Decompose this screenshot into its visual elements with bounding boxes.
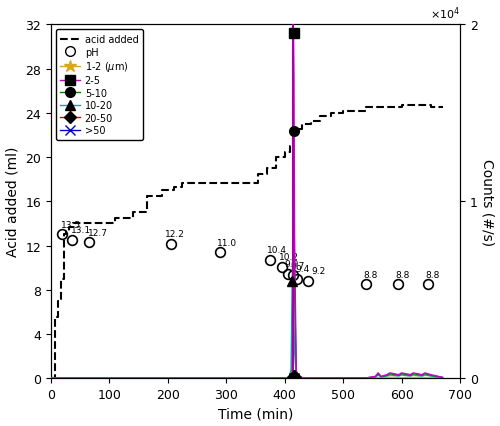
Text: 13.5: 13.5 (60, 220, 81, 230)
Text: 13.1: 13.1 (71, 226, 92, 235)
Text: 10.4: 10.4 (267, 246, 287, 255)
Text: 12.2: 12.2 (164, 230, 184, 239)
Legend: acid added, pH, 1-2 ($\mu$m), 2-5, 5-10, 10-20, 20-50, >50: acid added, pH, 1-2 ($\mu$m), 2-5, 5-10,… (56, 30, 144, 141)
Text: 11.0: 11.0 (218, 238, 238, 247)
Text: 9.4: 9.4 (296, 265, 310, 273)
X-axis label: Time (min): Time (min) (218, 406, 293, 420)
Text: 8.8: 8.8 (426, 270, 440, 279)
Text: 10.2: 10.2 (279, 252, 299, 262)
Text: 9.9: 9.9 (284, 259, 299, 268)
Y-axis label: Counts (#/s): Counts (#/s) (480, 158, 494, 245)
Y-axis label: Acid added (ml): Acid added (ml) (6, 147, 20, 257)
Text: $\times10^{4}$: $\times10^{4}$ (430, 5, 460, 22)
Text: 9.2: 9.2 (311, 267, 325, 276)
Text: 9.7: 9.7 (290, 261, 305, 270)
Text: 8.8: 8.8 (395, 270, 409, 279)
Text: 8.8: 8.8 (364, 270, 378, 279)
Text: 12.7: 12.7 (88, 228, 108, 237)
